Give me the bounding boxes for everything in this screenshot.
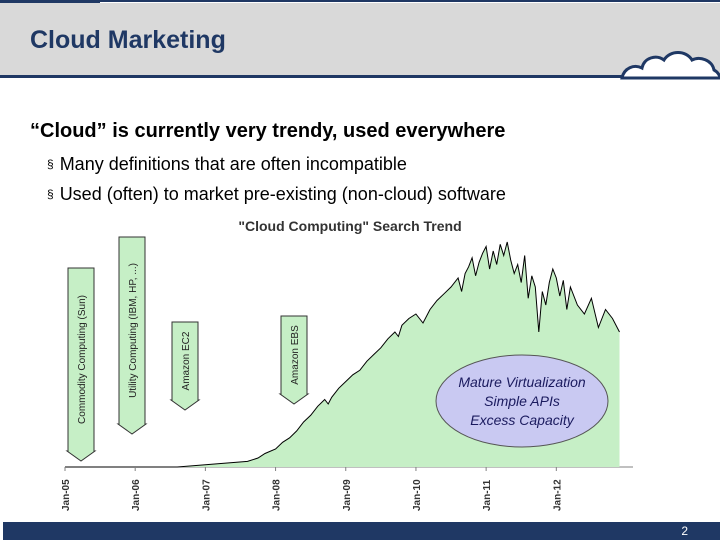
chart-title: "Cloud Computing" Search Trend [238, 218, 461, 234]
trend-line [65, 241, 620, 468]
callout: Mature Virtualization Simple APIs Excess C… [435, 354, 609, 448]
search-trend-chart: "Cloud Computing" Search Trend Commodity… [61, 218, 633, 511]
bullet-item: § Many definitions that are often incompa… [47, 154, 407, 175]
x-tick-label: Jan-08 [272, 479, 283, 511]
event-arrow [169, 321, 201, 411]
top-accent-line [100, 0, 720, 2]
footer-bar [0, 522, 720, 540]
arrow-annotations: Commodity Computing (Sun) Utility Computi… [65, 236, 310, 462]
header-band [0, 3, 720, 77]
bullet-marker: § [47, 157, 54, 171]
x-tick-label: Jan-07 [201, 479, 212, 511]
x-tick-label: Jan-09 [342, 479, 353, 511]
x-axis-ticks: Jan-05 Jan-06 Jan-07 Jan-08 Jan-09 Jan-10 Jan-… [61, 467, 563, 511]
x-tick-label: Jan-06 [131, 479, 142, 511]
callout-line: Excess Capacity [470, 412, 574, 428]
bullet-marker: § [47, 187, 54, 201]
event-arrow-label: Amazon EBS [290, 325, 301, 385]
event-arrow-label: Amazon EC2 [181, 331, 192, 390]
bullet-item: § Used (often) to market pre-existing (no… [47, 184, 506, 205]
bullet-text: Used (often) to market pre-existing (non… [59, 184, 506, 204]
x-tick-label: Jan-05 [61, 479, 72, 511]
slide-subtitle: “Cloud” is currently very trendy, used e… [30, 120, 506, 142]
event-arrow [116, 236, 148, 435]
footer-left-accent [0, 522, 3, 540]
x-tick-label: Jan-11 [482, 479, 493, 511]
bullet-text: Many definitions that are often incompat… [59, 154, 407, 174]
top-accent-bar [0, 0, 100, 3]
event-arrow-label: Commodity Computing (Sun) [77, 295, 88, 424]
page-number: 2 [681, 524, 688, 538]
callout-ellipse [435, 354, 609, 448]
callout-line: Simple APIs [484, 393, 560, 409]
event-arrow [278, 315, 310, 405]
x-tick-label: Jan-10 [412, 479, 423, 511]
slide-title: Cloud Marketing [30, 26, 226, 54]
callout-line: Mature Virtualization [458, 374, 586, 390]
event-arrow-label: Utility Computing (IBM, HP, ...) [128, 263, 139, 398]
cloud-icon [620, 51, 720, 80]
x-tick-label: Jan-12 [552, 479, 563, 511]
event-arrow [65, 267, 97, 462]
header-rule [0, 75, 628, 78]
